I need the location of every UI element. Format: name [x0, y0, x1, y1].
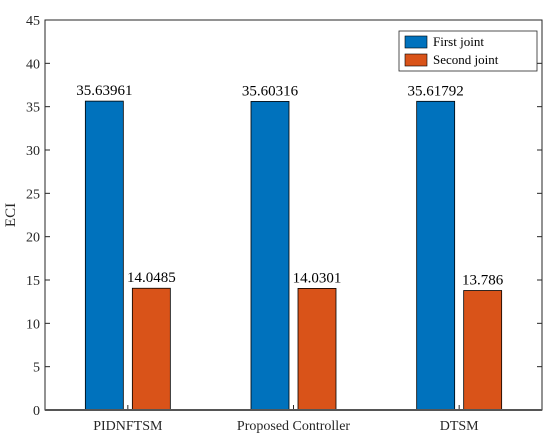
y-tick-label: 5 [33, 361, 40, 376]
plot-background [45, 20, 542, 410]
legend: First joint Second joint [398, 30, 538, 72]
legend-swatch-second-joint [404, 53, 428, 67]
y-tick-label: 20 [26, 231, 40, 246]
bar-first-joint-3 [416, 100, 456, 411]
bar-first-joint-2 [250, 101, 290, 411]
y-axis: 0 5 10 15 20 25 30 35 40 45 [26, 14, 542, 419]
legend-label-first-joint: First joint [433, 34, 484, 49]
x-axis: PIDNFTSM Proposed Controller DTSM [45, 405, 542, 434]
x-tick-label: Proposed Controller [237, 419, 350, 434]
y-axis-title: ECI [3, 203, 19, 227]
y-tick-label: 25 [26, 187, 40, 202]
bar-first-joint-1 [84, 100, 124, 411]
legend-label-second-joint: Second joint [433, 52, 499, 67]
y-tick-label: 35 [26, 101, 40, 116]
data-label-first-joint-1: 35.63961 [76, 83, 132, 99]
y-tick-label: 40 [26, 57, 40, 72]
data-label-first-joint-3: 35.61792 [408, 83, 464, 99]
data-label-second-joint-2: 14.0301 [293, 270, 342, 286]
data-labels-group: 35.63961 14.0485 35.60316 14.0301 35.61792 13… [76, 83, 504, 288]
x-tick-label: DTSM [440, 419, 479, 434]
y-tick-label: 10 [26, 317, 40, 332]
bar-second-joint-2 [297, 288, 337, 411]
data-label-second-joint-1: 14.0485 [127, 270, 176, 286]
x-tick-label: PIDNFTSM [93, 419, 163, 434]
bar-second-joint-1 [131, 287, 171, 411]
data-label-second-joint-3: 13.786 [462, 273, 504, 289]
y-tick-label: 30 [26, 144, 40, 159]
y-tick-label: 0 [33, 404, 40, 419]
data-label-first-joint-2: 35.60316 [242, 83, 299, 99]
bar-second-joint-3 [463, 290, 503, 411]
y-tick-label: 45 [26, 14, 40, 29]
y-tick-label: 15 [26, 274, 40, 289]
legend-swatch-first-joint [404, 35, 428, 49]
bars-group [84, 100, 503, 411]
